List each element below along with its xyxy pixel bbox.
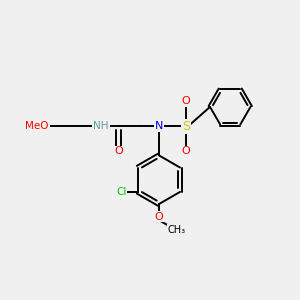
Text: O: O xyxy=(154,212,163,222)
Text: CH₃: CH₃ xyxy=(168,225,186,235)
Text: O: O xyxy=(114,146,123,157)
Text: NH: NH xyxy=(93,121,109,131)
Text: Cl: Cl xyxy=(116,187,127,197)
Text: O: O xyxy=(181,146,190,157)
Text: N: N xyxy=(155,121,163,131)
Text: MeO: MeO xyxy=(25,121,49,131)
Text: S: S xyxy=(182,120,190,133)
Text: O: O xyxy=(181,96,190,106)
